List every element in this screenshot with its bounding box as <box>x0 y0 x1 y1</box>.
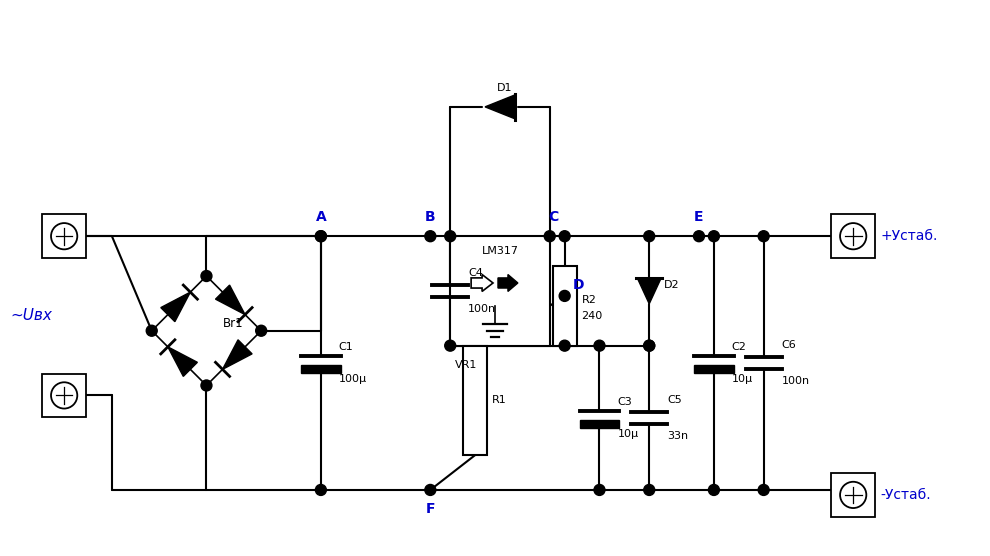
Bar <box>301 365 341 373</box>
Text: D: D <box>572 278 584 292</box>
Circle shape <box>316 231 327 242</box>
Text: Br1: Br1 <box>224 317 244 330</box>
Circle shape <box>644 231 654 242</box>
Bar <box>43 214 86 258</box>
Text: R2: R2 <box>581 295 596 305</box>
Circle shape <box>694 231 705 242</box>
Text: +Устаб.: +Устаб. <box>880 229 938 243</box>
Polygon shape <box>216 285 246 315</box>
Circle shape <box>201 380 212 391</box>
Text: 100n: 100n <box>781 376 810 386</box>
Circle shape <box>51 383 77 409</box>
Bar <box>450 236 549 346</box>
Circle shape <box>559 340 570 351</box>
Text: F: F <box>426 502 435 516</box>
Circle shape <box>841 482 866 508</box>
Text: 10μ: 10μ <box>618 429 639 439</box>
Text: 33n: 33n <box>667 431 688 441</box>
Polygon shape <box>485 95 515 119</box>
Circle shape <box>445 231 455 242</box>
Text: LM317: LM317 <box>481 246 519 256</box>
Text: ~Uвх: ~Uвх <box>11 309 52 323</box>
Polygon shape <box>223 340 252 369</box>
Circle shape <box>544 231 555 242</box>
Text: C6: C6 <box>781 340 796 350</box>
Circle shape <box>841 223 866 249</box>
Circle shape <box>255 325 266 336</box>
Circle shape <box>201 271 212 281</box>
Polygon shape <box>498 275 518 291</box>
Circle shape <box>644 340 654 351</box>
Bar <box>552 266 576 346</box>
Circle shape <box>709 484 720 495</box>
Circle shape <box>644 340 654 351</box>
Text: -Устаб.: -Устаб. <box>880 488 931 502</box>
Circle shape <box>709 231 720 242</box>
Circle shape <box>559 231 570 242</box>
Polygon shape <box>160 292 190 322</box>
Text: D2: D2 <box>664 280 680 290</box>
Circle shape <box>594 340 605 351</box>
Text: C3: C3 <box>618 397 633 407</box>
Circle shape <box>594 484 605 495</box>
Text: C1: C1 <box>339 342 353 352</box>
Circle shape <box>51 223 77 249</box>
Circle shape <box>445 340 455 351</box>
Text: 100n: 100n <box>468 304 496 314</box>
Text: VR1: VR1 <box>455 360 477 370</box>
Text: C2: C2 <box>732 342 746 352</box>
Polygon shape <box>638 278 661 304</box>
Text: 10μ: 10μ <box>732 374 753 384</box>
Text: C4: C4 <box>468 268 483 278</box>
Text: C: C <box>548 210 558 224</box>
Circle shape <box>758 231 769 242</box>
Circle shape <box>644 484 654 495</box>
Circle shape <box>758 484 769 495</box>
Text: 240: 240 <box>581 311 603 321</box>
Circle shape <box>559 290 570 301</box>
Text: A: A <box>316 210 327 224</box>
Text: R1: R1 <box>492 395 507 405</box>
Text: C5: C5 <box>667 395 682 405</box>
Text: 100μ: 100μ <box>339 374 367 384</box>
Bar <box>43 374 86 418</box>
Circle shape <box>147 325 157 336</box>
Circle shape <box>425 231 436 242</box>
Text: D1: D1 <box>497 83 513 93</box>
Text: E: E <box>694 210 704 224</box>
Bar <box>832 473 875 517</box>
Circle shape <box>316 231 327 242</box>
Polygon shape <box>168 347 197 376</box>
Text: B: B <box>425 210 436 224</box>
Bar <box>579 420 620 428</box>
Bar <box>694 365 734 373</box>
Circle shape <box>316 484 327 495</box>
Bar <box>463 346 487 455</box>
Bar <box>832 214 875 258</box>
Circle shape <box>425 484 436 495</box>
